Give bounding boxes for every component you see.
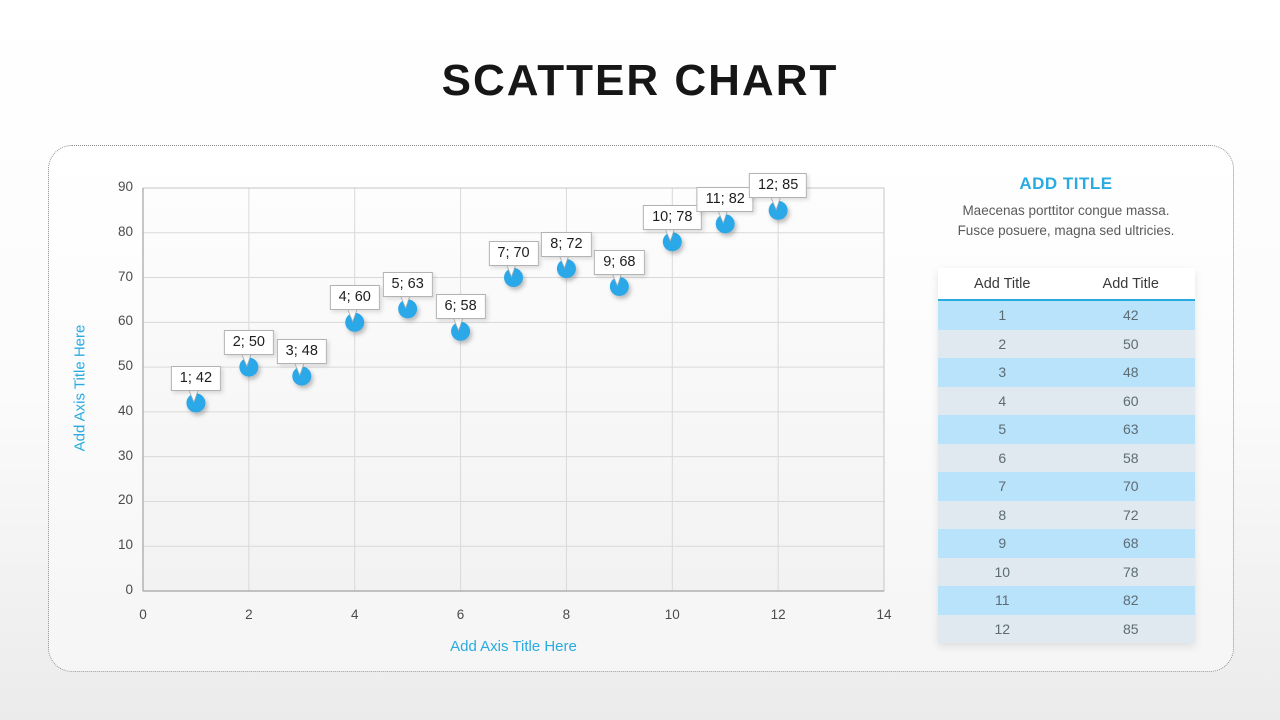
data-point-label: 11; 82 [696,186,754,212]
table-row: 5 63 [938,415,1195,444]
table-row: 4 60 [938,386,1195,415]
table-header-row: Add Title Add Title [938,268,1195,301]
table-row: 10 78 [938,557,1195,586]
table-cell: 60 [1122,392,1139,409]
table-row: 12 85 [938,614,1195,643]
table-cell: 42 [1122,307,1139,324]
side-panel-title[interactable]: ADD TITLE [1019,174,1113,193]
data-point-label: 10; 78 [643,204,702,230]
data-point-marker [715,214,735,234]
data-table: Add Title Add Title 1 42 2 50 3 48 4 60 5 63 6 58 7 7… [938,268,1195,643]
table-cell: 1 [998,307,1007,324]
data-point-label: 8; 72 [541,231,592,257]
table-cell: 70 [1122,478,1139,495]
y-tick-label: 80 [117,223,133,239]
table-row: 9 68 [938,529,1195,558]
data-point-label: 9; 68 [594,249,645,275]
data-point-marker [292,366,312,386]
y-tick-label: 70 [117,268,133,284]
table-row: 8 72 [938,500,1195,529]
data-point-marker [451,321,471,341]
data-point-marker [609,277,629,297]
data-point-label: 2; 50 [223,330,274,356]
y-tick-label: 40 [117,402,133,418]
data-point-marker [556,259,576,279]
x-tick-label: 12 [770,607,786,622]
table-cell: 2 [998,335,1007,352]
table-row: 2 50 [938,329,1195,358]
table-cell: 8 [998,506,1007,523]
table-row: 11 82 [938,586,1195,615]
data-point-label: 4; 60 [329,285,380,311]
data-point-marker [768,200,788,220]
side-panel-description[interactable]: Maecenas porttitor congue massa. Fusce p… [901,201,1231,241]
data-point-marker [186,393,206,413]
table-header-cell: Add Title [974,275,1031,292]
page-title[interactable]: SCATTER CHART [441,56,839,105]
table-cell: 72 [1122,506,1139,523]
table-row: 7 70 [938,472,1195,501]
table-cell: 4 [998,392,1007,409]
y-tick-label: 0 [125,582,133,597]
data-point-marker [504,268,523,288]
x-tick-label: 14 [876,607,892,622]
x-tick-label: 4 [350,607,359,622]
y-tick-label: 50 [117,358,133,374]
x-tick-label: 2 [245,607,253,622]
y-tick-label: 30 [117,447,133,463]
data-point-label: 12; 85 [748,173,808,199]
table-cell: 50 [1122,335,1139,352]
table-row: 3 48 [938,358,1195,387]
y-tick-label: 60 [117,313,133,329]
table-cell: 68 [1122,535,1139,552]
x-tick-label: 8 [562,607,571,622]
y-tick-label: 20 [117,492,133,508]
x-tick-label: 0 [139,607,147,622]
x-tick-label: 6 [456,607,465,622]
table-cell: 82 [1122,592,1139,609]
table-row: 6 58 [938,443,1195,472]
description-line: Fusce posuere, magna sed ultricies. [957,223,1175,238]
y-axis-title[interactable]: Add Axis Title Here [71,324,89,452]
table-cell: 5 [998,421,1007,438]
table-header-cell: Add Title [1102,275,1159,292]
table-cell: 11 [994,592,1010,609]
table-cell: 6 [998,449,1007,466]
data-point-label: 1; 42 [170,365,222,391]
table-cell: 12 [994,620,1011,637]
data-point-label: 7; 70 [488,240,539,266]
table-cell: 78 [1122,563,1139,580]
data-point-marker [239,357,259,377]
table-cell: 7 [998,478,1007,495]
table-cell: 58 [1122,449,1139,466]
table-cell: 10 [994,563,1011,580]
table-cell: 9 [998,535,1007,552]
data-point-label: 6; 58 [435,294,486,320]
data-point-marker [662,232,682,252]
data-point-label: 5; 63 [382,271,433,297]
data-point-marker [345,312,365,332]
description-line: Maecenas porttitor congue massa. [962,203,1170,218]
table-cell: 63 [1122,421,1139,438]
table-row: 1 42 [938,301,1195,330]
x-axis-title[interactable]: Add Axis Title Here [450,638,577,655]
x-tick-label: 10 [664,607,680,622]
data-point-marker [398,299,418,319]
table-cell: 48 [1122,364,1139,381]
y-tick-label: 90 [117,179,133,194]
data-point-label: 3; 48 [276,339,327,365]
y-tick-label: 10 [117,537,133,553]
table-cell: 85 [1122,620,1139,637]
table-cell: 3 [998,364,1007,381]
